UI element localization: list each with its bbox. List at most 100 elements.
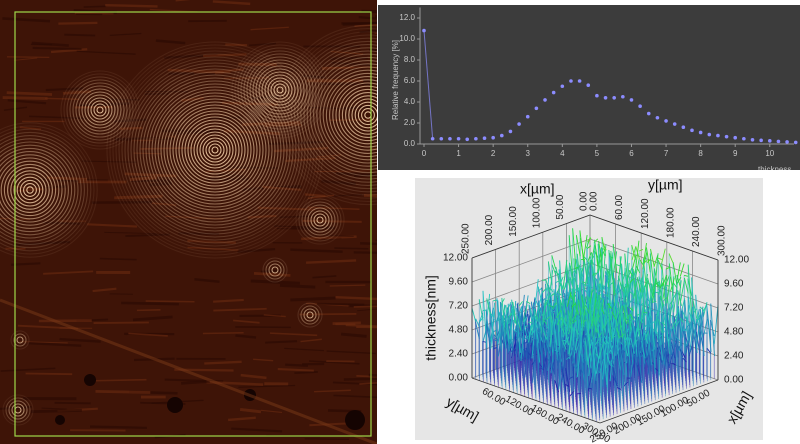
surface-mesh xyxy=(666,276,671,304)
point xyxy=(646,111,651,116)
fringe xyxy=(316,63,377,167)
surface-mesh xyxy=(628,270,634,277)
fringe xyxy=(163,98,267,202)
fringe xyxy=(325,72,377,158)
fringe xyxy=(148,83,282,217)
fringe xyxy=(115,50,315,250)
fringe xyxy=(0,154,66,226)
fringe xyxy=(313,213,327,227)
x-tick-label: 6 xyxy=(629,149,634,158)
surface-mesh xyxy=(602,241,607,251)
surface-mesh xyxy=(683,277,689,294)
surface-mesh xyxy=(582,281,587,284)
texture xyxy=(54,401,91,405)
surface-mesh xyxy=(641,313,647,324)
surface-mesh xyxy=(571,314,577,323)
point xyxy=(517,122,521,126)
surface-mesh xyxy=(616,386,622,390)
texture xyxy=(242,186,264,192)
surface-mesh xyxy=(643,311,648,314)
fringe xyxy=(26,186,34,194)
z-tick-label: 7.20 xyxy=(449,301,469,312)
surface-mesh xyxy=(633,279,638,299)
texture xyxy=(359,382,377,385)
texture xyxy=(290,296,336,302)
fringe xyxy=(90,100,110,120)
texture xyxy=(64,33,96,37)
fringe xyxy=(246,56,314,124)
fringe xyxy=(345,92,377,138)
surface-mesh xyxy=(501,297,507,337)
surface-mesh xyxy=(679,263,685,277)
texture xyxy=(45,87,84,92)
y-tick-label: 240.00 xyxy=(691,216,702,247)
roi-frame xyxy=(14,11,372,437)
surface-mesh xyxy=(546,343,551,355)
fringe xyxy=(303,50,377,180)
surface-mesh xyxy=(692,310,698,354)
texture xyxy=(363,193,377,198)
texture xyxy=(93,378,147,382)
surface-mesh xyxy=(663,296,668,301)
fringe xyxy=(109,44,321,256)
texture xyxy=(312,275,337,279)
surface-mesh xyxy=(531,339,537,384)
texture xyxy=(354,174,377,177)
y-axis-label: Relative frequency [%] xyxy=(391,40,400,120)
surface-mesh xyxy=(687,264,693,321)
x-tick-label: 7 xyxy=(664,149,669,158)
surface-mesh xyxy=(616,345,621,371)
texture xyxy=(13,57,38,61)
x-tick-label: 200.00 xyxy=(484,214,495,245)
surface-mesh xyxy=(520,322,526,362)
fringe xyxy=(309,56,377,174)
texture xyxy=(268,140,324,146)
surface-mesh xyxy=(486,298,491,316)
surface-mesh xyxy=(630,337,636,377)
texture xyxy=(133,152,162,155)
y-tick-label: 10.0 xyxy=(399,34,415,43)
surface-mesh xyxy=(654,269,659,291)
texture xyxy=(356,326,377,329)
texture xyxy=(187,246,239,251)
texture xyxy=(331,61,372,66)
texture xyxy=(2,96,48,100)
surface-mesh xyxy=(557,317,562,326)
surface-mesh xyxy=(592,272,597,276)
fringe xyxy=(270,80,290,100)
surface-mesh xyxy=(490,302,496,349)
surface-mesh xyxy=(665,315,670,354)
surface-mesh xyxy=(631,254,637,270)
point xyxy=(439,136,444,141)
fringe xyxy=(0,157,63,223)
surface-mesh xyxy=(607,303,612,310)
texture xyxy=(356,374,377,378)
texture xyxy=(353,251,377,254)
texture xyxy=(264,124,302,127)
surface-mesh xyxy=(625,323,631,364)
surface-mesh xyxy=(563,281,569,290)
fringe xyxy=(307,207,333,233)
fringe xyxy=(273,83,287,97)
texture xyxy=(279,214,327,219)
texture xyxy=(6,91,53,96)
surface-mesh xyxy=(509,338,514,348)
surface-mesh xyxy=(539,367,544,371)
texture xyxy=(231,427,283,433)
point xyxy=(474,136,478,141)
texture xyxy=(304,438,349,441)
texture xyxy=(306,259,357,264)
surface-mesh xyxy=(644,330,650,341)
texture xyxy=(181,96,204,102)
surface-mesh xyxy=(713,305,719,345)
point xyxy=(525,114,530,119)
texture xyxy=(81,160,137,163)
surface-mesh xyxy=(471,307,477,323)
surface-mesh xyxy=(560,325,566,335)
surface-mesh xyxy=(497,300,502,352)
surface-mesh xyxy=(699,309,705,357)
texture xyxy=(89,425,147,429)
surface-mesh xyxy=(633,354,639,376)
surface-mesh xyxy=(675,336,681,342)
surface-mesh xyxy=(549,313,555,347)
